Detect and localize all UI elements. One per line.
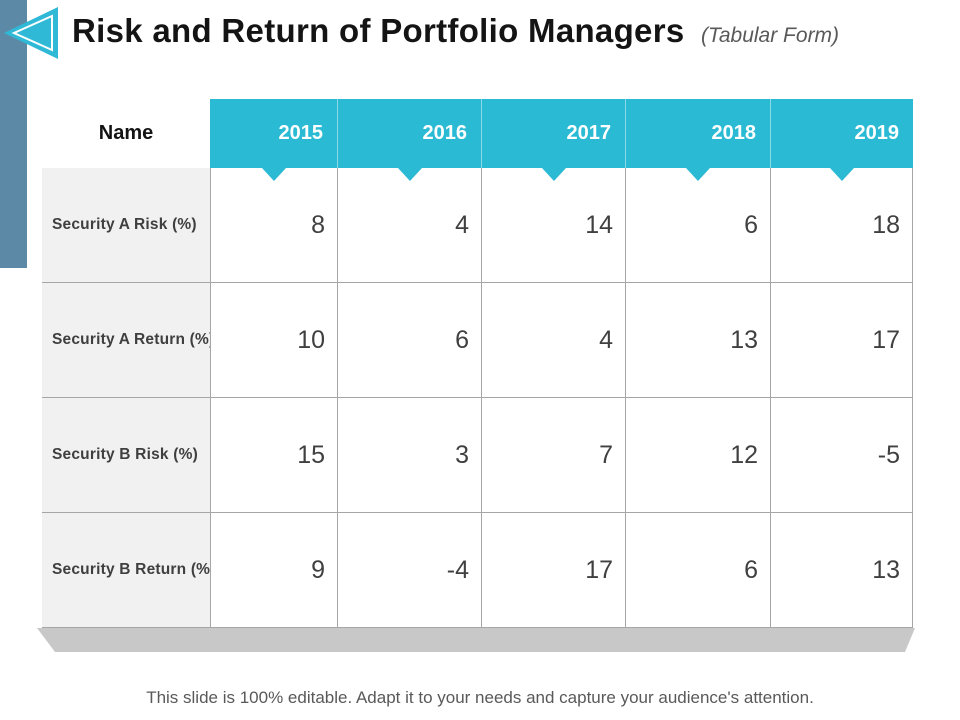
year-header-label: 2018 <box>711 122 757 144</box>
year-header-2016: 2016 <box>337 99 481 181</box>
table-cell: 4 <box>337 168 481 283</box>
page-title: Risk and Return of Portfolio Managers <box>72 12 685 49</box>
table-shadow <box>37 628 915 652</box>
table-cell: 8 <box>210 168 337 283</box>
table-cell: -5 <box>770 398 913 513</box>
year-header-2017: 2017 <box>481 99 625 181</box>
table-cell: 13 <box>625 283 770 398</box>
year-header-2015: 2015 <box>210 99 337 181</box>
table-cell: 6 <box>337 283 481 398</box>
table-cell: -4 <box>337 513 481 628</box>
table-cell: 18 <box>770 168 913 283</box>
row-label: Security B Return (%) <box>42 513 215 628</box>
header-pointer-triangle-icon <box>541 168 566 181</box>
footer-note: This slide is 100% editable. Adapt it to… <box>146 688 814 707</box>
table-cell: 9 <box>210 513 337 628</box>
header-pointer-triangle-icon <box>261 168 286 181</box>
year-header-label: 2017 <box>566 122 612 144</box>
row-label: Security A Risk (%) <box>42 168 210 283</box>
table-cell: 17 <box>481 513 625 628</box>
header-pointer-triangle-icon <box>397 168 422 181</box>
table-cell: 6 <box>625 513 770 628</box>
year-header-2018: 2018 <box>625 99 770 181</box>
year-header-label: 2019 <box>854 122 900 144</box>
table-cell: 4 <box>481 283 625 398</box>
table-cell: 15 <box>210 398 337 513</box>
table-cell: 7 <box>481 398 625 513</box>
risk-return-table: Name 2015 2016 2017 2018 2019 Security A… <box>42 99 913 628</box>
year-header-label: 2015 <box>278 122 324 144</box>
page-subtitle: (Tabular Form) <box>700 24 840 47</box>
header-pointer-triangle-icon <box>686 168 710 181</box>
table-cell: 12 <box>625 398 770 513</box>
accent-bar <box>0 0 27 268</box>
table-cell: 14 <box>481 168 625 283</box>
table-cell: 17 <box>770 283 913 398</box>
year-header-2019: 2019 <box>770 99 913 181</box>
header-pointer-triangle-icon <box>830 168 854 181</box>
title-row: Risk and Return of Portfolio Managers (T… <box>72 12 839 50</box>
row-label: Security A Return (%) <box>42 283 214 398</box>
year-header-label: 2016 <box>422 122 468 144</box>
name-column-header: Name <box>42 99 210 168</box>
left-triangle-icon <box>4 7 58 59</box>
table-cell: 6 <box>625 168 770 283</box>
row-label: Security B Risk (%) <box>42 398 210 513</box>
table-cell: 10 <box>210 283 337 398</box>
table-cell: 3 <box>337 398 481 513</box>
table-cell: 13 <box>770 513 913 628</box>
